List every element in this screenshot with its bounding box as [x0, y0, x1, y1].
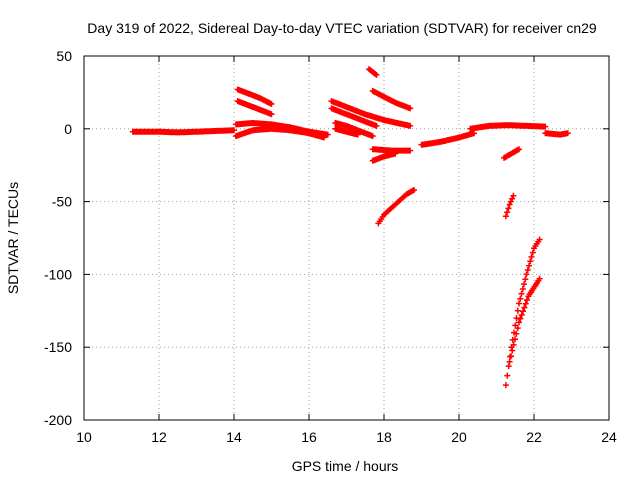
- y-tick-label: -150: [44, 339, 72, 355]
- y-tick-label: 0: [64, 121, 72, 137]
- series-track-g: [332, 120, 376, 140]
- y-tick-label: 50: [56, 48, 72, 64]
- plus-mark-trace: [232, 120, 331, 138]
- plus-mark-trace: [328, 105, 380, 129]
- series-track-j: [369, 146, 414, 164]
- x-tick-label: 24: [601, 429, 617, 445]
- y-tick-label: -100: [44, 266, 72, 282]
- chart-title: Day 319 of 2022, Sidereal Day-to-day VTE…: [87, 20, 597, 36]
- series-track-d: [234, 98, 275, 118]
- series-track-i: [366, 66, 414, 112]
- y-axis-label: SDTVAR / TECUs: [5, 182, 21, 294]
- plus-mark-trace: [332, 125, 361, 138]
- plus-mark-trace: [501, 146, 522, 220]
- series-baseline-late: [418, 122, 571, 148]
- plus-mark-trace: [369, 146, 414, 164]
- series-track-l: [501, 146, 522, 220]
- series-track-k: [375, 187, 417, 227]
- plus-mark-trace: [234, 86, 275, 107]
- plus-mark-trace: [332, 120, 376, 140]
- y-tick-labels: -200 -150 -100 -50 0 50: [44, 48, 72, 428]
- x-tick-label: 12: [151, 429, 167, 445]
- grid-lines: [84, 56, 609, 420]
- series-track-b: [232, 120, 331, 138]
- plot-frame: [83, 55, 610, 421]
- series-track-e: [328, 98, 414, 129]
- x-tick-label: 10: [76, 429, 92, 445]
- x-tick-label: 14: [226, 429, 242, 445]
- plus-mark-trace: [506, 275, 543, 365]
- x-axis-label: GPS time / hours: [292, 458, 399, 474]
- x-tick-label: 22: [526, 429, 542, 445]
- plus-mark-trace: [375, 187, 417, 227]
- axis-ticks: [83, 55, 610, 421]
- x-tick-label: 16: [301, 429, 317, 445]
- plus-mark-trace: [234, 98, 275, 118]
- series-track-h: [332, 125, 361, 138]
- plus-mark-trace: [328, 98, 414, 129]
- series-track-c: [234, 86, 275, 107]
- series-track-f: [328, 105, 380, 129]
- plus-mark-trace: [129, 127, 237, 136]
- data-marks: [129, 66, 571, 389]
- x-tick-labels: 10 12 14 16 18 20 22 24: [76, 429, 617, 445]
- plus-mark-trace: [366, 66, 414, 112]
- x-tick-label: 18: [376, 429, 392, 445]
- x-tick-label: 20: [451, 429, 467, 445]
- y-tick-label: -200: [44, 412, 72, 428]
- y-tick-label: -50: [52, 194, 72, 210]
- series-baseline-early: [129, 127, 237, 136]
- series-track-n: [506, 275, 543, 365]
- plus-mark-trace: [418, 122, 571, 148]
